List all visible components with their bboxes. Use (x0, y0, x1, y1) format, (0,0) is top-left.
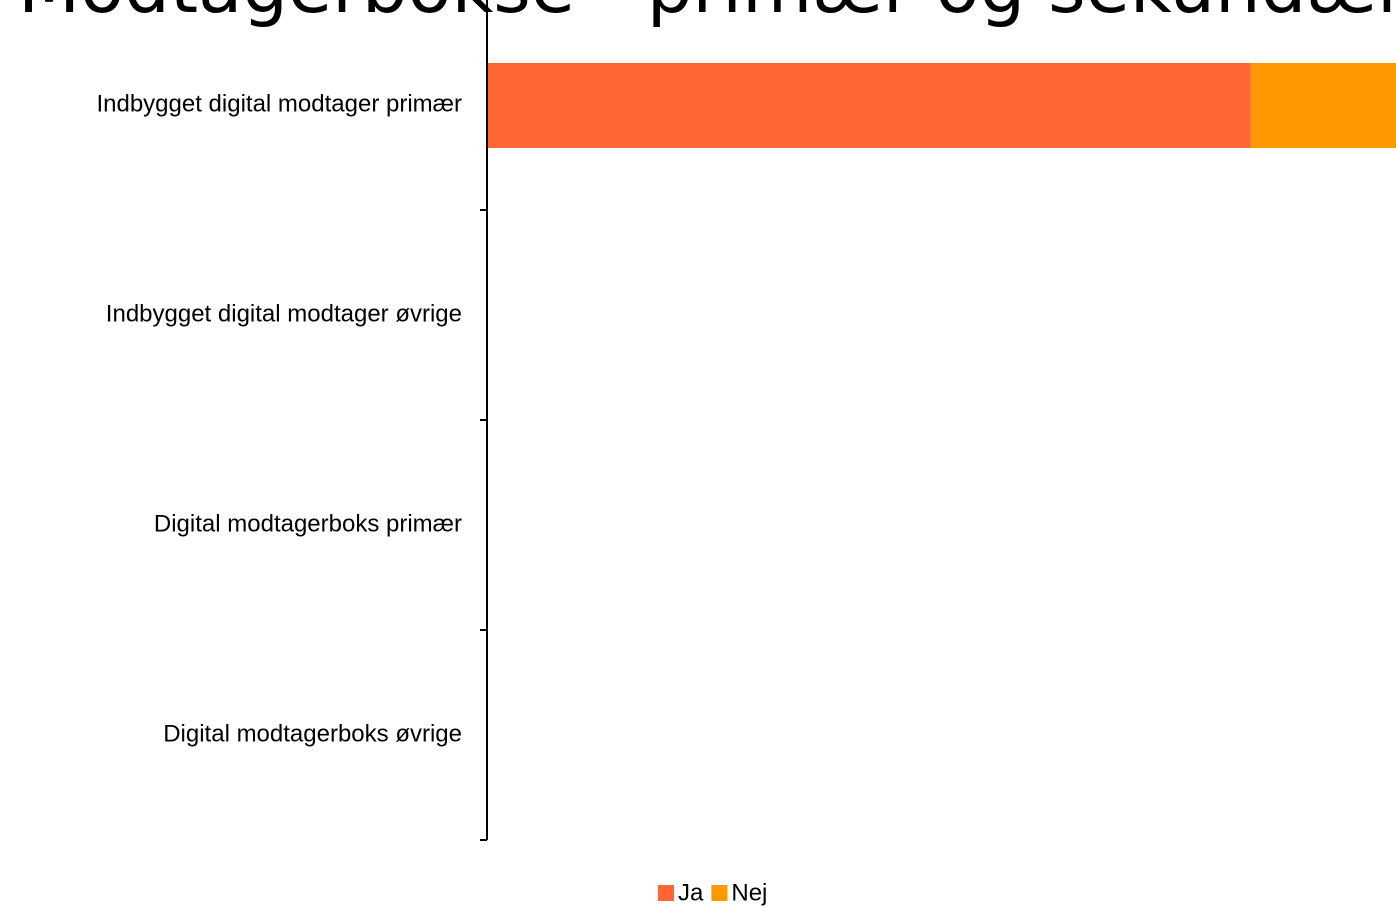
bar-segment (487, 63, 1251, 148)
y-tick-label: Indbygget digital modtager primær (96, 90, 462, 117)
y-tick-label: Digital modtagerboks øvrige (163, 720, 462, 747)
bar-segment (1250, 63, 1396, 148)
y-tick-label: Indbygget digital modtager øvrige (106, 300, 462, 327)
y-tick-label: Digital modtagerboks primær (154, 510, 462, 537)
legend-swatch (658, 885, 674, 901)
chart-title: Modtagerbokse - primær og sekundær (18, 0, 1396, 29)
legend-swatch (711, 885, 728, 901)
legend-label: Nej (731, 879, 767, 906)
legend-label: Ja (678, 879, 704, 906)
